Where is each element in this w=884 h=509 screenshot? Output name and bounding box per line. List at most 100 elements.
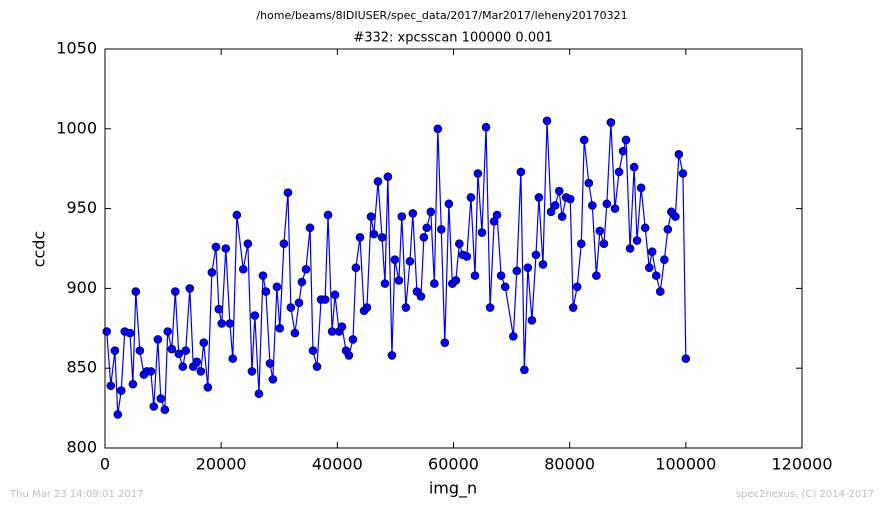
- data-point: [572, 282, 582, 292]
- plot-frame: [104, 48, 803, 449]
- data-point: [632, 236, 642, 245]
- data-point: [203, 383, 213, 392]
- data-point: [348, 335, 358, 344]
- y-tick-label: 800: [66, 438, 97, 457]
- y-tick-label: 950: [66, 198, 97, 217]
- data-point: [196, 367, 206, 376]
- data-point: [254, 389, 264, 399]
- data-point: [546, 207, 556, 217]
- data-point: [272, 282, 282, 292]
- data-point: [116, 386, 126, 395]
- data-point: [481, 122, 491, 132]
- y-tick-label: 900: [66, 278, 97, 297]
- data-point: [366, 212, 376, 221]
- data-point: [247, 367, 257, 376]
- data-point: [221, 244, 231, 253]
- data-point: [655, 287, 665, 296]
- data-point: [258, 271, 268, 280]
- data-point: [211, 242, 221, 252]
- data-point: [678, 169, 688, 178]
- y-axis-label: ccdc: [30, 231, 49, 268]
- data-point: [163, 327, 173, 336]
- data-point: [602, 199, 612, 209]
- data-point: [576, 239, 586, 249]
- data-point: [192, 357, 202, 367]
- data-point: [644, 263, 654, 272]
- data-point: [477, 228, 487, 237]
- data-point: [444, 199, 454, 209]
- data-point: [337, 322, 347, 332]
- data-point: [405, 256, 415, 266]
- data-point: [170, 287, 180, 296]
- data-point: [308, 346, 318, 355]
- suptitle: /home/beams/8IDIUSER/spec_data/2017/Mar2…: [256, 9, 627, 22]
- data-point: [156, 394, 166, 403]
- footer-right: spec2nexus, (C) 2014-2017: [736, 489, 874, 500]
- x-tick-label: 20000: [196, 455, 247, 474]
- data-point: [437, 225, 446, 234]
- data-point: [419, 233, 429, 242]
- data-point: [265, 359, 275, 368]
- data-point: [625, 244, 635, 253]
- data-point: [128, 379, 138, 389]
- data-point: [369, 229, 379, 239]
- x-tick-label: 60000: [428, 455, 479, 474]
- data-point: [579, 135, 589, 145]
- data-point: [110, 346, 120, 355]
- data-point: [629, 162, 639, 172]
- data-point: [599, 239, 609, 249]
- data-point: [225, 319, 235, 328]
- data-point: [268, 375, 278, 384]
- data-point: [102, 327, 112, 336]
- data-point: [595, 226, 605, 236]
- data-point: [214, 304, 224, 314]
- data-point: [470, 271, 480, 280]
- data-point: [377, 233, 387, 242]
- data-point: [135, 346, 145, 355]
- x-tick-label: 40000: [312, 455, 363, 474]
- data-point: [232, 210, 242, 220]
- x-tick-label: 120000: [771, 455, 832, 474]
- data-point: [606, 118, 616, 127]
- data-point: [351, 263, 361, 272]
- data-point: [584, 178, 594, 188]
- data-point: [305, 223, 315, 233]
- data-point: [217, 319, 227, 328]
- data-point: [647, 247, 657, 256]
- chart-title: #332: xpcsscan 100000 0.001: [353, 31, 552, 46]
- data-point: [636, 183, 646, 193]
- data-point: [473, 169, 483, 178]
- data-point: [554, 186, 564, 196]
- data-point: [422, 223, 432, 233]
- y-tick-label: 1000: [56, 118, 97, 137]
- x-axis-label: img_n: [429, 479, 477, 499]
- data-point: [588, 201, 597, 210]
- data-point: [433, 124, 443, 134]
- data-point: [294, 298, 304, 308]
- data-point: [416, 292, 426, 301]
- data-point: [496, 271, 506, 280]
- data-point: [534, 193, 544, 202]
- data-point: [207, 268, 217, 277]
- data-point: [312, 362, 322, 371]
- data-point: [408, 209, 418, 218]
- data-point: [125, 328, 135, 338]
- data-point: [160, 405, 170, 414]
- y-tick-label: 850: [66, 358, 97, 377]
- data-point: [500, 282, 510, 292]
- data-point: [380, 279, 390, 288]
- data-point: [279, 239, 289, 249]
- data-point: [320, 295, 330, 304]
- x-tick-label: 100000: [655, 455, 716, 474]
- data-point: [671, 212, 680, 221]
- data-point: [538, 260, 548, 269]
- data-point: [681, 354, 691, 363]
- data-point: [131, 287, 141, 296]
- data-point: [430, 279, 439, 288]
- data-point: [466, 193, 476, 202]
- data-point: [512, 266, 522, 276]
- data-point: [485, 303, 495, 312]
- data-point: [610, 204, 620, 213]
- data-point: [330, 290, 340, 300]
